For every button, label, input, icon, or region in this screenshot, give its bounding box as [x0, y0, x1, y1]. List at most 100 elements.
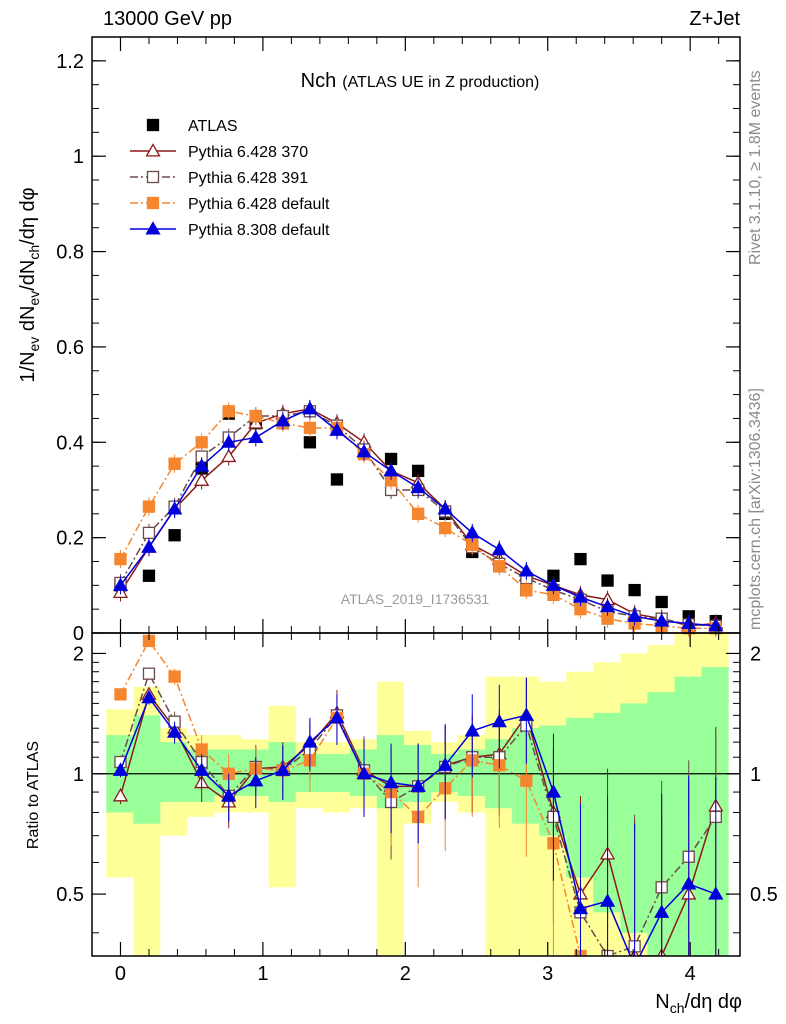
- ratio-point: [166, 724, 183, 738]
- data-point: [626, 608, 643, 622]
- ratio-band-green: [593, 712, 621, 913]
- legend-label: Pythia 6.428 default: [188, 196, 330, 213]
- data-point: [356, 444, 372, 458]
- ratio-y-tick-label-right: 2: [750, 643, 761, 665]
- main-y-axis-label-sub2: ev: [26, 291, 42, 306]
- ratio-point: [114, 688, 127, 701]
- legend-entry: Pythia 8.308 default: [130, 221, 330, 239]
- main-y-tick-label: 0.8: [56, 242, 84, 264]
- ratio-point: [248, 773, 264, 787]
- data-point: [112, 577, 129, 591]
- legend-entry: Pythia 6.428 default: [130, 196, 330, 213]
- data-point: [221, 448, 237, 463]
- header-left-label: 13000 GeV pp: [103, 8, 232, 30]
- ratio-band-green: [674, 676, 702, 956]
- ratio-y-tick-label: 1: [73, 764, 84, 786]
- ratio-point: [464, 723, 480, 737]
- main-y-tick-label: 1.2: [56, 51, 84, 73]
- main-chart-title-main: Nch: [301, 70, 337, 92]
- header-right-label: Z+Jet: [689, 8, 740, 30]
- data-point: [221, 434, 237, 448]
- x-tick-label: 0: [115, 963, 126, 985]
- data-point: [491, 541, 507, 556]
- x-tick-label: 4: [685, 963, 696, 985]
- ratio-point: [545, 784, 562, 798]
- ratio-point: [629, 977, 640, 988]
- legend-label: Pythia 6.428 370: [188, 144, 308, 161]
- data-point: [628, 583, 641, 597]
- x-axis-label: Nch/dη dφ: [655, 991, 742, 1016]
- ratio-point: [195, 743, 208, 756]
- data-point: [520, 583, 533, 597]
- ratio-band-green: [620, 703, 648, 933]
- main-y-tick-label: 0.6: [56, 337, 84, 359]
- main-y-axis-label: 1/Nev dNev/dNch/dη dφ: [17, 187, 42, 382]
- analysis-watermark: ATLAS_2019_I1736531: [341, 591, 490, 607]
- data-point: [302, 401, 318, 415]
- main-y-axis-label-part3: /dN: [17, 260, 39, 291]
- data-point: [141, 539, 157, 553]
- ratio-point: [194, 762, 210, 776]
- data-point: [545, 577, 562, 591]
- ratio-band-green: [133, 715, 161, 824]
- legend-label: Pythia 6.428 391: [188, 170, 308, 187]
- data-point: [518, 563, 534, 577]
- ratio-point: [275, 762, 291, 776]
- legend-marker: [145, 221, 161, 235]
- data-point: [599, 598, 616, 613]
- data-point: [439, 521, 452, 535]
- ratio-band-green: [322, 754, 350, 793]
- legend-marker: [146, 170, 160, 184]
- ratio-series-3: [112, 677, 724, 971]
- legend-marker: [146, 196, 160, 210]
- ratio-point: [141, 689, 157, 704]
- data-point: [194, 472, 210, 486]
- ratio-point: [410, 778, 426, 792]
- x-axis-label-part2: /dη dφ: [685, 991, 742, 1013]
- legend-entry: ATLAS: [146, 118, 238, 135]
- data-point: [275, 413, 291, 427]
- main-chart-title-sub: (ATLAS UE in Z production): [342, 74, 539, 91]
- data-point: [411, 507, 425, 520]
- legend: ATLAS Pythia 6.428 370 Pythia 6.428 391 Pyt…: [130, 118, 330, 239]
- data-point: [410, 479, 426, 494]
- series-4: [112, 399, 724, 635]
- main-y-tick-label: 0.4: [56, 432, 84, 454]
- ratio-y-axis-label: Ratio to ATLAS: [25, 741, 42, 849]
- x-tick-label: 2: [400, 963, 411, 985]
- legend-label: ATLAS: [188, 118, 238, 135]
- ratio-point: [628, 960, 641, 971]
- ratio-point: [221, 788, 237, 802]
- ratio-point: [599, 893, 616, 907]
- data-point: [464, 525, 480, 539]
- main-y-axis-label-sub1: ev: [26, 337, 42, 352]
- main-plot-layer: [112, 399, 724, 638]
- x-tick-label: 1: [257, 963, 268, 985]
- data-point: [168, 529, 181, 542]
- data-point: [166, 501, 183, 515]
- legend-marker: [146, 118, 160, 132]
- data-point: [574, 552, 587, 566]
- data-point: [601, 574, 614, 587]
- data-point: [195, 436, 208, 449]
- main-y-tick-label: 1: [73, 146, 84, 168]
- ratio-point: [710, 977, 721, 988]
- ratio-y-tick-label-right: 0.5: [750, 884, 778, 906]
- ratio-uncertainty-bands: [92, 633, 740, 956]
- main-y-axis-label-sub3: ch: [26, 245, 42, 260]
- ratio-point: [302, 734, 318, 748]
- data-point: [249, 409, 262, 423]
- ratio-plot-frame: [91, 632, 741, 957]
- ratio-y-tick-label: 2: [73, 643, 84, 665]
- ratio-point: [112, 788, 129, 802]
- ratio-point: [168, 670, 181, 683]
- data-point: [114, 552, 127, 566]
- main-chart-title: Nch (ATLAS UE in Z production): [301, 70, 540, 92]
- ratio-band-green: [566, 717, 594, 878]
- main-y-tick-label: 0: [73, 623, 84, 645]
- ratio-point: [656, 977, 667, 988]
- ratio-point: [356, 765, 372, 780]
- legend-label: Pythia 8.308 default: [188, 222, 330, 239]
- ratio-point: [437, 757, 453, 771]
